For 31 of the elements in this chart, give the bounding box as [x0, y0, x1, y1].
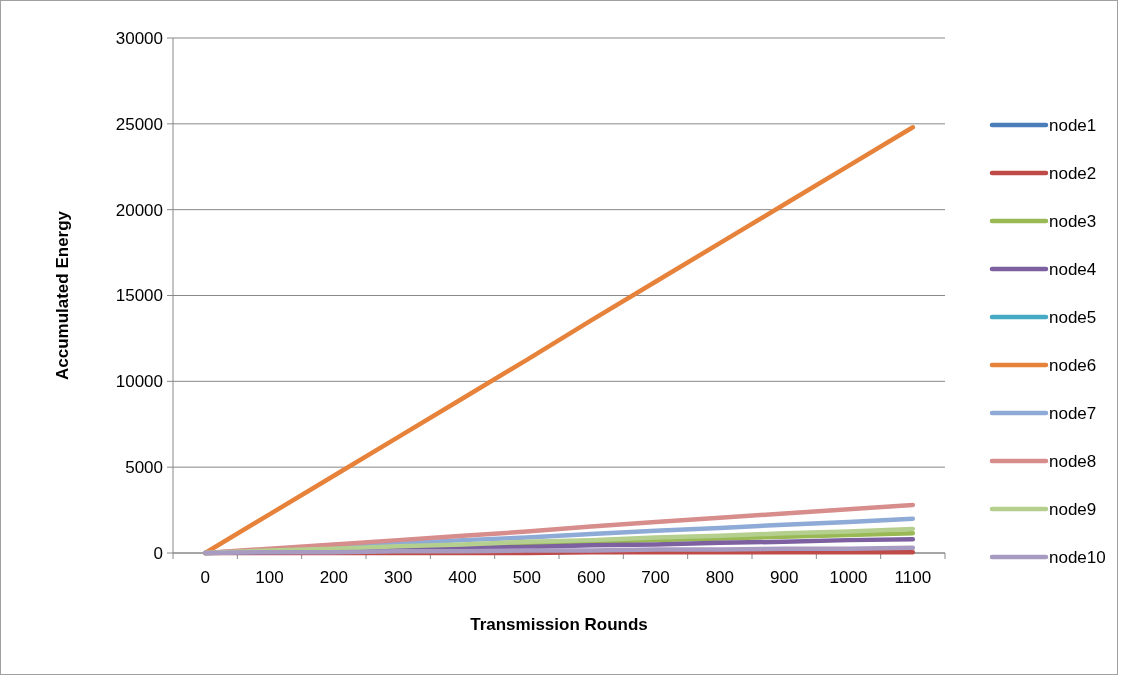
y-tick-label: 15000 — [115, 286, 163, 306]
y-tick-label: 20000 — [115, 200, 163, 220]
legend-label: node4 — [1049, 259, 1097, 279]
legend-label: node1 — [1049, 115, 1097, 135]
legend-label: node7 — [1049, 403, 1097, 423]
x-tick-label: 0 — [200, 568, 210, 587]
legend-label: node2 — [1049, 163, 1097, 183]
y-axis-title: Accumulated Energy — [53, 210, 72, 381]
legend-label: node10 — [1049, 547, 1106, 567]
x-tick-label: 500 — [512, 568, 542, 587]
y-tick-label: 5000 — [125, 458, 163, 478]
y-tick-label: 0 — [153, 543, 163, 563]
x-tick-label: 400 — [448, 568, 477, 587]
legend-label: node9 — [1049, 499, 1097, 519]
x-tick-label: 800 — [705, 568, 735, 587]
x-tick-label: 1000 — [829, 568, 868, 587]
legend-label: node3 — [1049, 211, 1097, 231]
x-axis-title: Transmission Rounds — [470, 615, 648, 634]
x-tick-label: 900 — [769, 568, 799, 587]
x-tick-label: 1100 — [894, 568, 932, 587]
x-tick-label: 100 — [255, 568, 284, 587]
y-tick-label: 10000 — [115, 372, 163, 392]
legend-label: node5 — [1049, 307, 1097, 327]
x-tick-label: 600 — [576, 568, 606, 587]
legend-label: node8 — [1049, 451, 1097, 471]
x-tick-label: 200 — [319, 568, 349, 587]
x-tick-label: 300 — [383, 568, 413, 587]
y-tick-label: 30000 — [115, 28, 163, 48]
y-tick-label: 25000 — [115, 114, 163, 134]
x-tick-label: 700 — [641, 568, 670, 587]
legend-label: node6 — [1049, 355, 1097, 375]
